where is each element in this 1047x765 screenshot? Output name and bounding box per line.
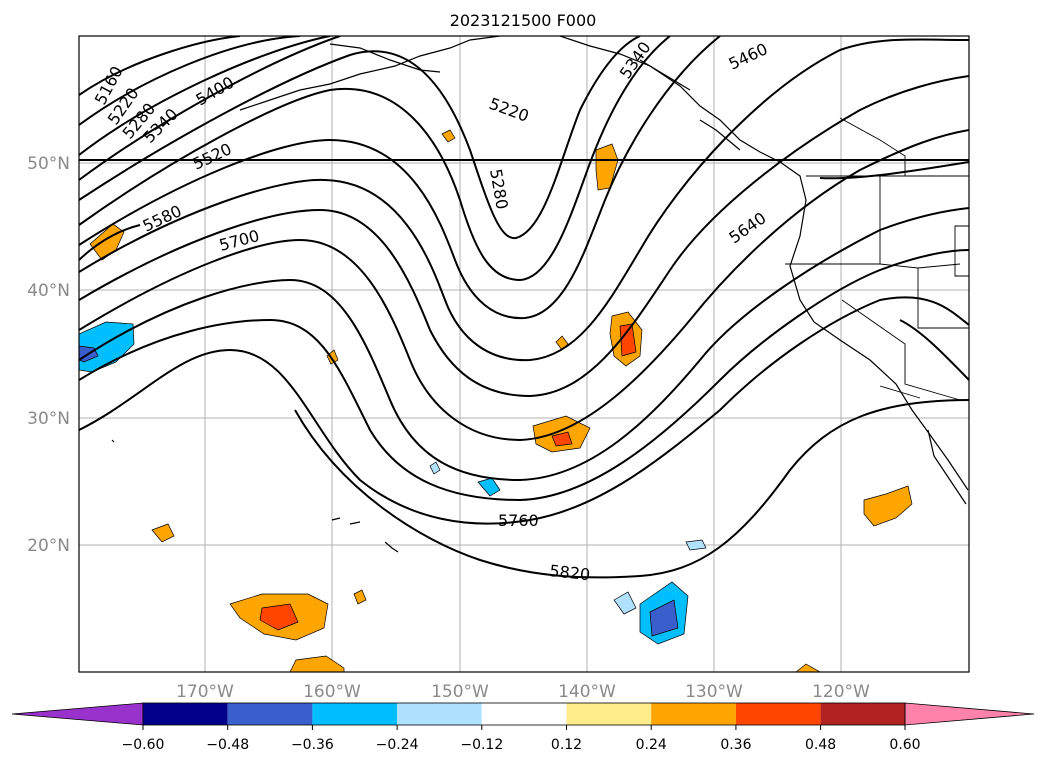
- colorbar-segment: [143, 703, 228, 725]
- shade-patch: [613, 591, 637, 615]
- colorbar-segment: [566, 703, 652, 725]
- contour-label-group: 5160 5220 5280 5340 5400 5520 5580 5700 …: [91, 38, 771, 584]
- colorbar-tick-label: −0.24: [376, 737, 419, 753]
- shade-patch: [477, 477, 501, 497]
- colorbar-segment: [227, 703, 313, 725]
- colorbar-tick-label: 0.60: [889, 737, 920, 753]
- colorbar-extend-left: [11, 702, 144, 726]
- contour-label: 5220: [487, 94, 532, 126]
- lon-label: 160°W: [303, 682, 361, 702]
- contour-label: 5580: [140, 201, 185, 235]
- colorbar-outline: [142, 702, 906, 726]
- colorbar-segment: [820, 703, 905, 725]
- lat-label: 30°N: [27, 409, 70, 429]
- colorbar-segment: [481, 703, 567, 725]
- shade-patch: [326, 349, 339, 365]
- lon-label: 130°W: [685, 682, 743, 702]
- colorbar-segment: [735, 703, 821, 725]
- map-frame: [78, 35, 970, 673]
- lon-label: 150°W: [431, 682, 489, 702]
- colorbar-tick-label: 0.12: [551, 737, 582, 753]
- lon-label: 170°W: [176, 682, 234, 702]
- shade-patch: [863, 485, 913, 527]
- colorbar-ticks: [142, 725, 906, 730]
- shade-patch: [353, 589, 367, 605]
- contour-label: 5760: [498, 511, 539, 530]
- shade-patch: [685, 539, 707, 551]
- colorbar-tick-label: −0.48: [206, 737, 249, 753]
- shade-patch: [429, 461, 441, 475]
- colorbar-tick-label: 0.36: [720, 737, 751, 753]
- lat-labels: 50°N 40°N 30°N 20°N: [27, 154, 70, 556]
- colorbar-tick-label: 0.24: [636, 737, 667, 753]
- colorbar: −0.60 −0.48 −0.36 −0.24 −0.12 0.12 0.24 …: [11, 702, 1035, 753]
- shade-patch: [151, 523, 175, 543]
- lat-label: 50°N: [27, 154, 70, 174]
- contour-label: 5820: [549, 561, 591, 584]
- height-contours: [79, 36, 969, 579]
- contour-label: 5340: [616, 38, 655, 82]
- colorbar-tick-label: −0.60: [122, 737, 165, 753]
- colorbar-segment: [651, 703, 736, 725]
- lat-label: 20°N: [27, 536, 70, 556]
- shading-patches: [79, 129, 913, 672]
- shade-patch: [441, 129, 456, 143]
- colorbar-tick-label: −0.12: [460, 737, 503, 753]
- colorbar-tick-label: −0.36: [291, 737, 334, 753]
- shade-patch: [649, 599, 679, 637]
- lat-label: 40°N: [27, 281, 70, 301]
- shade-patch: [259, 603, 299, 631]
- lon-label: 120°W: [812, 682, 870, 702]
- coastlines: [111, 36, 969, 553]
- gridlines: [79, 36, 969, 672]
- colorbar-tick-label: 0.48: [805, 737, 836, 753]
- colorbar-extend-right: [904, 702, 1035, 726]
- colorbar-segment: [312, 703, 398, 725]
- contour-label: 5460: [726, 39, 771, 73]
- shade-patch: [551, 431, 573, 447]
- shade-patch: [555, 335, 569, 351]
- shade-patch: [595, 143, 619, 191]
- colorbar-segment: [397, 703, 482, 725]
- lon-labels: 170°W 160°W 150°W 140°W 130°W 120°W: [176, 682, 870, 702]
- shade-patch: [619, 323, 637, 357]
- lon-label: 140°W: [558, 682, 616, 702]
- political-borders: [785, 117, 969, 401]
- contour-label: 5400: [193, 73, 238, 110]
- contour-label: 5520: [190, 139, 235, 173]
- shade-patch: [795, 663, 821, 672]
- map-title: 2023121500 F000: [450, 11, 597, 30]
- shade-patch: [289, 655, 345, 672]
